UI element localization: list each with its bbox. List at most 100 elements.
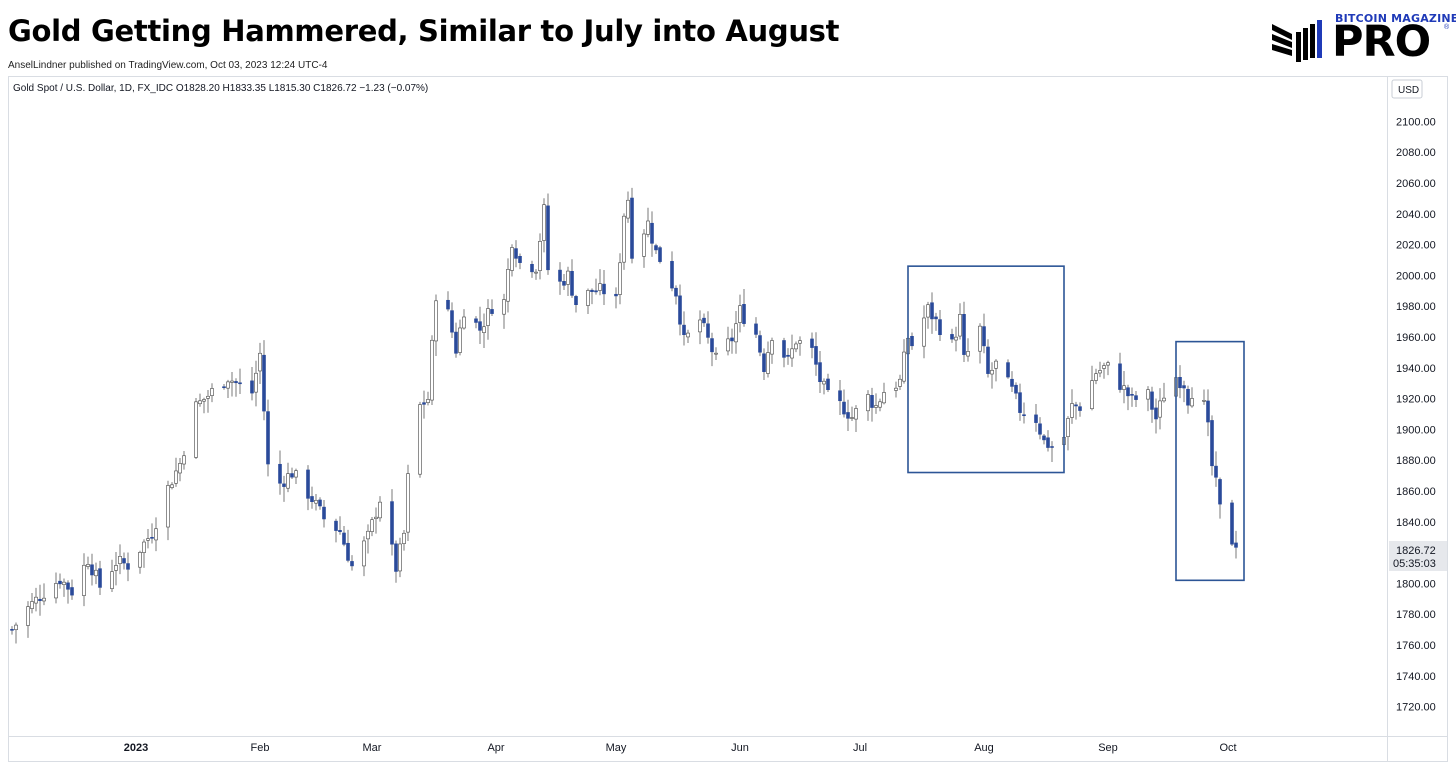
candle-up [966, 351, 970, 357]
candle-down [934, 316, 938, 320]
candle-down [650, 222, 654, 244]
candle-down [262, 354, 266, 412]
candle-down [290, 473, 294, 478]
candle-down [1130, 394, 1134, 396]
highlight-boxes [907, 265, 1245, 582]
candle-down [490, 309, 494, 314]
candle-up [622, 215, 626, 263]
candle-down [306, 469, 310, 499]
candle-up [458, 327, 462, 353]
candle-down [842, 401, 846, 415]
x-tick-label: Mar [363, 742, 382, 754]
candle-down [66, 582, 70, 590]
candle-down [514, 248, 518, 259]
candle-up [314, 499, 318, 504]
candle-up [566, 270, 570, 285]
candle-down [758, 335, 762, 353]
bitcoin-magazine-bars-icon [1272, 20, 1322, 62]
candle-up [1162, 397, 1166, 402]
candle-up [210, 388, 214, 396]
y-tick-label: 2020.00 [1396, 240, 1436, 252]
candle-down [282, 483, 286, 487]
currency-box [1391, 79, 1423, 99]
candle-down [1050, 446, 1054, 448]
candle-down [1206, 400, 1210, 423]
published-line: AnselLindner published on TradingView.co… [8, 60, 328, 71]
x-tick-label: Sep [1098, 742, 1118, 754]
y-tick-label: 1920.00 [1396, 394, 1436, 406]
candle-down [518, 256, 522, 263]
candle-up [738, 305, 742, 323]
candle-down [1034, 414, 1038, 423]
candle-up [642, 233, 646, 257]
candle-down [782, 340, 786, 358]
candle-down [10, 629, 14, 631]
candle-down [702, 317, 706, 324]
candle-down [910, 336, 914, 347]
candle-up [978, 325, 982, 352]
y-tick-label: 2080.00 [1396, 147, 1436, 159]
candle-up [586, 290, 590, 306]
currency-label: USD [1398, 85, 1419, 96]
candle-up [230, 380, 234, 383]
candle-up [1202, 400, 1206, 402]
y-tick-label: 1960.00 [1396, 332, 1436, 344]
candle-down [1234, 542, 1238, 548]
candle-down [810, 338, 814, 348]
candle-down [530, 263, 534, 273]
candle-down [682, 324, 686, 336]
candle-up [366, 530, 370, 540]
y-tick-label: 1980.00 [1396, 301, 1436, 313]
candle-down [58, 580, 62, 585]
candle-up [878, 401, 882, 408]
candle-up [866, 394, 870, 412]
candle-down [338, 530, 342, 533]
candle-up [418, 404, 422, 475]
candle-down [1046, 437, 1050, 448]
candle-up [198, 400, 202, 405]
candle-up [378, 501, 382, 519]
candle-down [1214, 465, 1218, 478]
highlight-box [907, 265, 1065, 474]
highlight-box [1175, 340, 1245, 582]
candle-up [430, 339, 434, 401]
candle-down [1210, 420, 1214, 467]
candle-up [1106, 362, 1110, 366]
candle-up [254, 372, 258, 393]
candle-up [114, 565, 118, 571]
candle-down [826, 378, 830, 391]
x-tick-label: Oct [1219, 742, 1236, 754]
logo-main-text: PRO [1332, 17, 1431, 67]
candle-up [538, 241, 542, 271]
y-tick-label: 1860.00 [1396, 486, 1436, 498]
candle-down [394, 543, 398, 572]
candle-up [766, 352, 770, 374]
candle-down [90, 564, 94, 576]
candle-up [618, 262, 622, 295]
candle-down [670, 261, 674, 289]
logo-registered-mark: ® [1444, 24, 1450, 31]
candle-down [838, 390, 842, 402]
candle-up [506, 269, 510, 302]
candle-down [234, 381, 238, 384]
candle-up [462, 316, 466, 329]
x-tick-label: Jul [853, 742, 867, 754]
y-tick-label: 2000.00 [1396, 270, 1436, 282]
candle-down [1018, 392, 1022, 413]
candle-up [798, 340, 802, 344]
candle-down [1218, 479, 1222, 505]
candle-up [1190, 398, 1194, 407]
candle-down [222, 386, 226, 389]
candle-down [590, 289, 594, 292]
candle-down [546, 205, 550, 271]
candle-down [818, 362, 822, 383]
candle-up [258, 352, 262, 372]
candle-down [674, 287, 678, 297]
candle-up [14, 624, 18, 631]
candle-down [346, 542, 350, 561]
candle-up [170, 484, 174, 488]
candle-up [94, 569, 98, 577]
candle-up [1158, 400, 1162, 418]
candle-up [154, 528, 158, 541]
candle-up [226, 381, 230, 389]
